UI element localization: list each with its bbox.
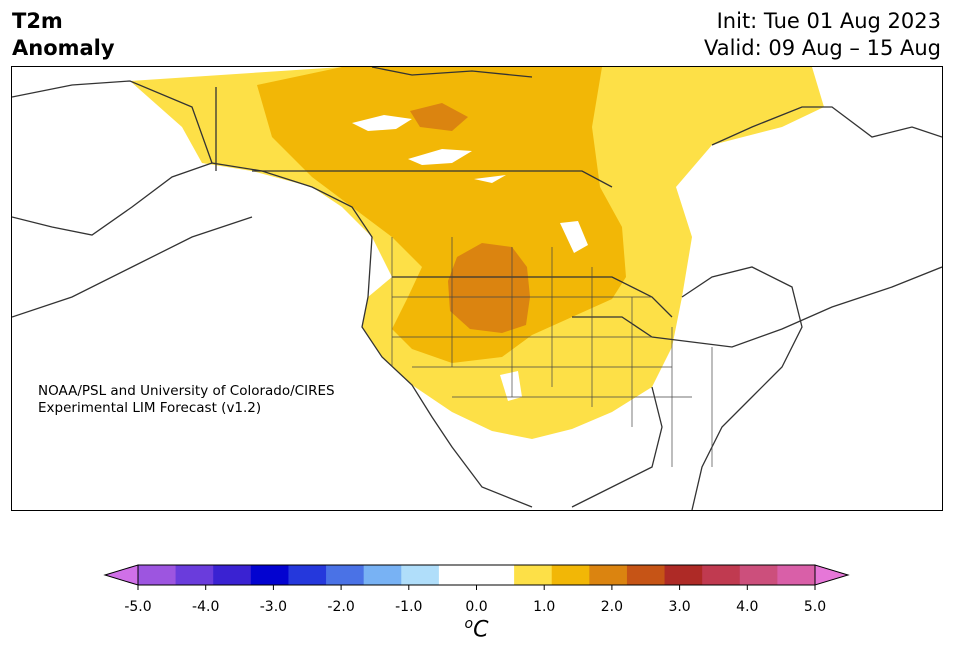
colorbar-cell [476,565,515,585]
credit-text: NOAA/PSL and University of Colorado/CIRE… [38,383,335,417]
colorbar-cell [514,565,553,585]
colorbar-cell [288,565,327,585]
credit-line-1: NOAA/PSL and University of Colorado/CIRE… [38,383,335,399]
unit-label: oC [0,616,953,642]
anomaly-moderate-warm [257,67,626,363]
forecast-dates: Init: Tue 01 Aug 2023 Valid: 09 Aug – 15… [704,8,941,62]
lake-patch [352,115,412,131]
colorbar-ticks: -5.0 -4.0 -3.0 -2.0 -1.0 0.0 1.0 2.0 3.0 4.0 5.0 [124,585,826,615]
title-line-2: Anomaly [12,36,115,60]
colorbar-cell [138,565,177,585]
title-line-1: T2m [12,9,63,33]
colorbar-tick-label: 1.0 [533,599,555,615]
land-outlines [12,67,942,510]
colorbar-cell [777,565,816,585]
credit-line-2: Experimental LIM Forecast (v1.2) [38,400,262,416]
colorbar-cell [702,565,741,585]
colorbar-tick-label: -1.0 [395,599,422,615]
colorbar-tick-label: -3.0 [260,599,287,615]
colorbar-cell [213,565,252,585]
lake-patch [408,149,472,165]
map-title: T2m Anomaly [12,8,115,62]
colorbar-cell [589,565,628,585]
colorbar-cell [401,565,440,585]
colorbar-cell [175,565,214,585]
map-svg [12,67,942,510]
colorbar-cell [250,565,289,585]
colorbar-tick-label: -2.0 [327,599,354,615]
colorbar-svg: -5.0 -4.0 -3.0 -2.0 -1.0 0.0 1.0 2.0 3.0 4.0 5.0 [103,564,850,615]
anomaly-strong-warm-north [410,103,468,131]
colorbar-tick-label: -4.0 [192,599,219,615]
colorbar-cell [363,565,402,585]
unit-degree: o [464,616,474,632]
colorbar-extend-left [103,564,139,586]
colorbar-cell [664,565,703,585]
colorbar-tick-label: 0.0 [465,599,487,615]
colorbar-tick-label: -5.0 [124,599,151,615]
valid-period: Valid: 09 Aug – 15 Aug [703,36,941,60]
colorbar-extend-right [814,564,850,586]
colorbar-cell [739,565,778,585]
state-borders [391,237,713,467]
colorbar-tick-label: 2.0 [601,599,623,615]
colorbar-tick-label: 4.0 [736,599,758,615]
lake-patch [474,175,506,183]
anomaly-strong-warm [448,243,530,333]
colorbar-cell [326,565,365,585]
anomaly-map [11,66,943,511]
colorbar-tick-label: 5.0 [804,599,826,615]
colorbar-tick-label: 3.0 [668,599,690,615]
unit-symbol: C [473,617,489,643]
lake-patch [560,221,588,253]
colorbar-cell [551,565,590,585]
colorbar: -5.0 -4.0 -3.0 -2.0 -1.0 0.0 1.0 2.0 3.0 4.0 5.0 [0,560,953,656]
colorbar-cell [626,565,666,585]
colorbar-cell [438,565,477,585]
lake-patch [500,371,522,401]
init-date: Init: Tue 01 Aug 2023 [716,9,941,33]
colorbar-cells [138,565,816,585]
